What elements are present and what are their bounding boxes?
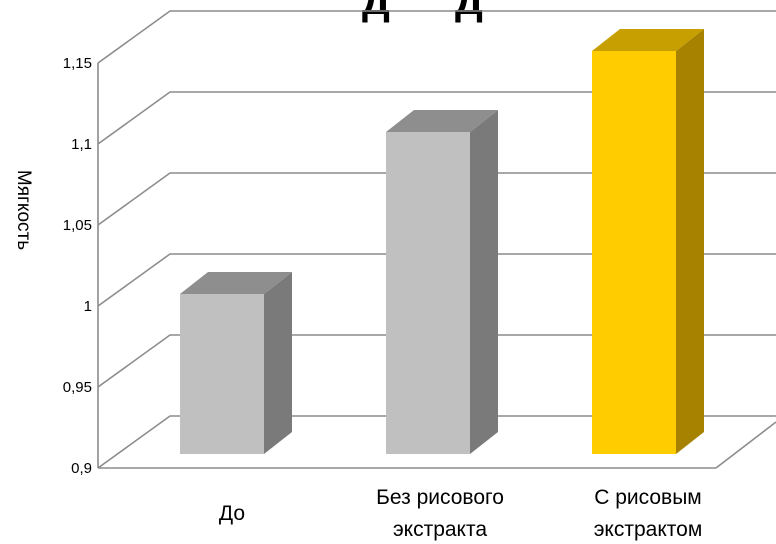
bar-side — [470, 110, 498, 454]
floor-right-edge — [715, 421, 776, 469]
gridline — [97, 334, 776, 388]
x-category-label-line: экстрактом — [594, 518, 703, 541]
bar-front — [592, 51, 676, 454]
y-tick-label: 1,1 — [71, 136, 92, 153]
gridline — [97, 415, 776, 469]
bar — [180, 272, 292, 454]
x-category-label-line: экстракта — [393, 518, 487, 541]
gridline — [97, 172, 776, 226]
y-tick-label: 1 — [84, 298, 92, 315]
bar-top — [386, 110, 498, 132]
x-category-label: До — [219, 502, 245, 525]
gridline — [97, 91, 776, 145]
x-category-label-line: До — [219, 502, 245, 525]
chart-title-fragment: д — [455, 0, 483, 24]
gridline — [97, 253, 776, 307]
y-axis-label: Мягкость — [13, 170, 34, 250]
bar-top — [592, 29, 704, 51]
bar-top — [180, 272, 292, 294]
y-tick-label: 0,9 — [71, 460, 92, 477]
x-category-label: С рисовым экстрактом — [594, 486, 703, 541]
bars — [180, 29, 704, 454]
x-axis-labels: До Без рисового экстракта С рисовым экстракт… — [219, 486, 702, 541]
y-tick-label: 1,15 — [63, 55, 92, 72]
chart-title-fragment: д — [362, 0, 390, 24]
bar-front — [386, 132, 470, 454]
gridline — [97, 10, 776, 64]
y-tick-label: 0,95 — [63, 379, 92, 396]
bar — [386, 110, 498, 454]
x-category-label-line: С рисовым — [594, 486, 702, 509]
bar — [592, 29, 704, 454]
x-category-label-line: Без рисового — [376, 486, 504, 509]
bar-front — [180, 294, 264, 454]
x-category-label: Без рисового экстракта — [376, 486, 504, 541]
gridlines — [97, 10, 776, 469]
y-axis-ticks: 0,9 0,95 1 1,05 1,1 1,15 — [63, 55, 92, 477]
y-tick-label: 1,05 — [63, 217, 92, 234]
bar-side — [264, 272, 292, 454]
bar-side — [676, 29, 704, 454]
